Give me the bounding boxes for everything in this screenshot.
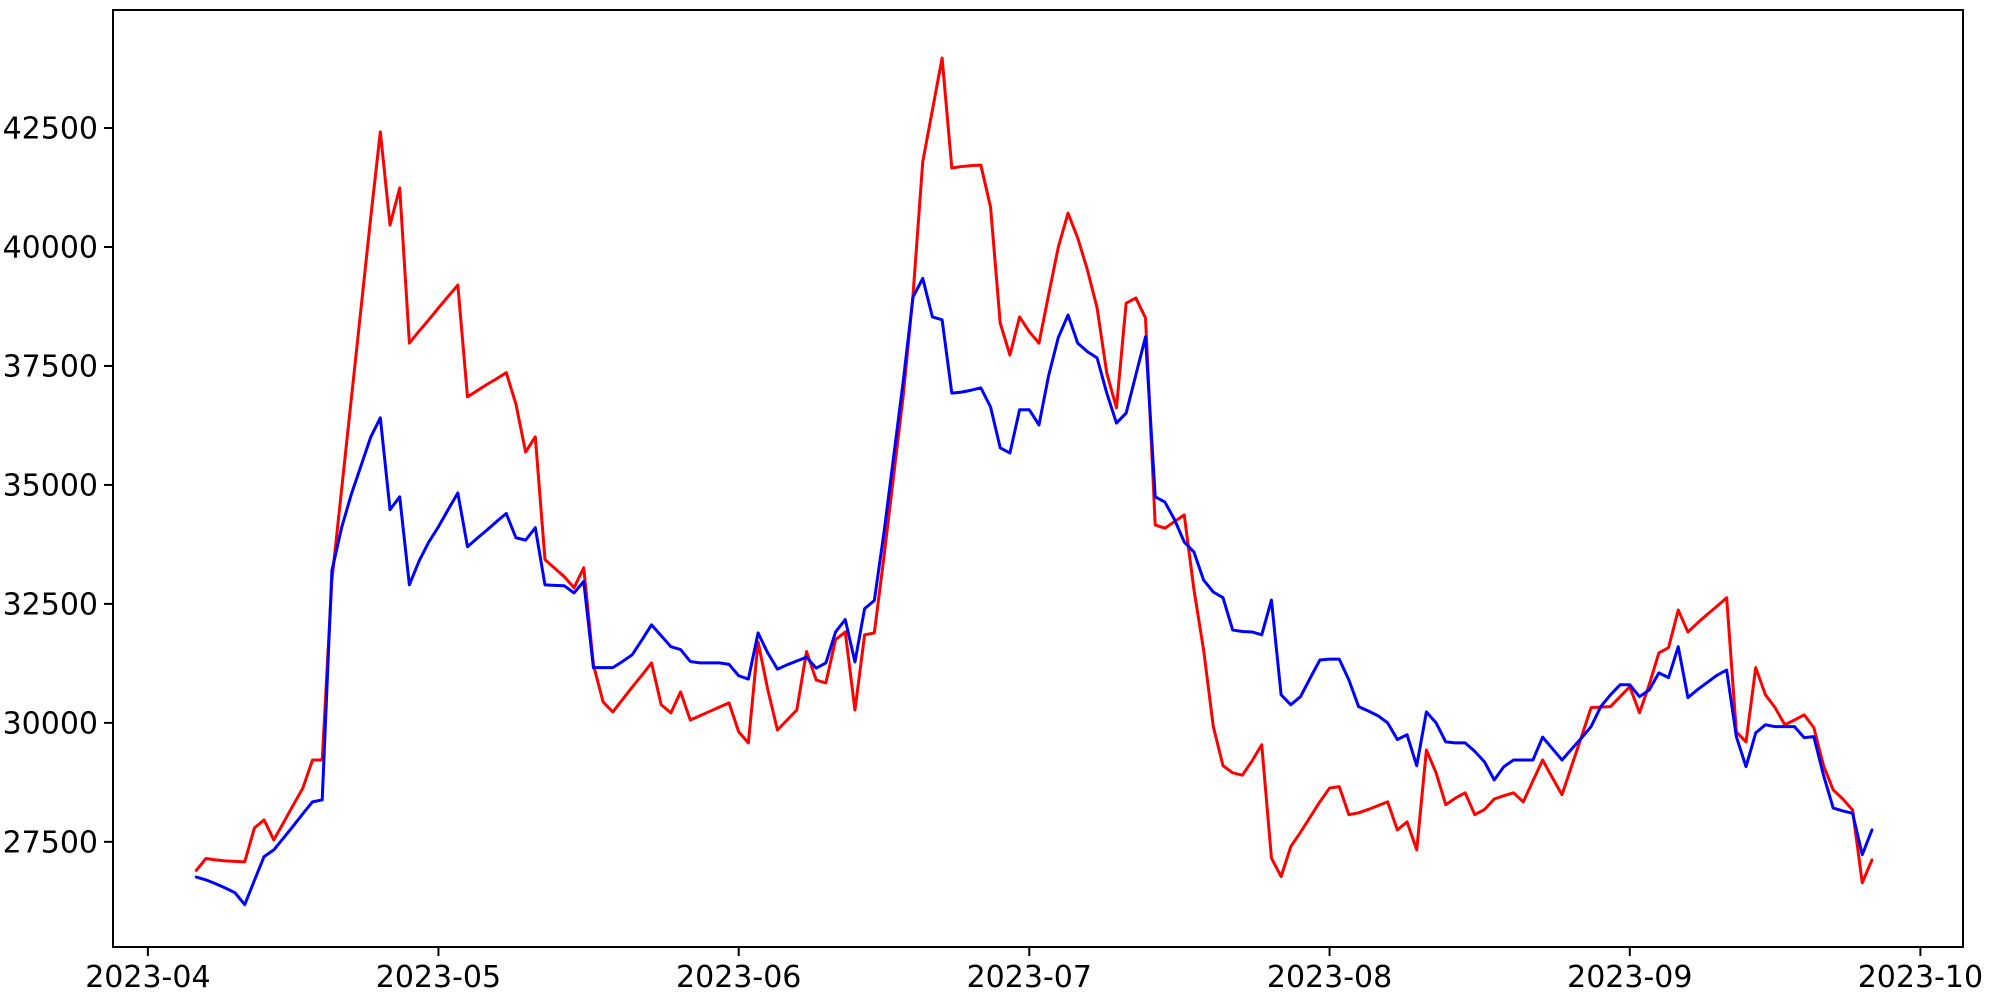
series-blue-line bbox=[194, 276, 1874, 907]
x-tick-label: 2023-06 bbox=[676, 960, 801, 995]
y-axis: 27500 30000 32500 35000 37500 40000 42500 bbox=[3, 112, 113, 860]
frame-layer bbox=[112, 9, 1964, 948]
y-tick-label: 40000 bbox=[3, 231, 98, 266]
x-tick-label: 2023-04 bbox=[85, 960, 210, 995]
x-tick-label: 2023-10 bbox=[1858, 960, 1983, 995]
y-tick-label: 35000 bbox=[3, 469, 98, 504]
x-tick-label: 2023-05 bbox=[376, 960, 501, 995]
series-red-line bbox=[194, 56, 1874, 885]
y-tick-label: 27500 bbox=[3, 825, 98, 860]
plot-frame bbox=[112, 9, 1964, 948]
x-axis: 2023-04 2023-05 2023-06 2023-07 2023-08 2023-… bbox=[85, 947, 1983, 995]
x-tick-label: 2023-08 bbox=[1267, 960, 1392, 995]
y-tick-label: 32500 bbox=[3, 588, 98, 623]
y-tick-label: 42500 bbox=[3, 112, 98, 147]
y-tick-label: 37500 bbox=[3, 350, 98, 385]
y-tick-label: 30000 bbox=[3, 707, 98, 742]
series-layer bbox=[194, 56, 1874, 907]
x-tick-label: 2023-09 bbox=[1567, 960, 1692, 995]
x-tick-label: 2023-07 bbox=[967, 960, 1092, 995]
